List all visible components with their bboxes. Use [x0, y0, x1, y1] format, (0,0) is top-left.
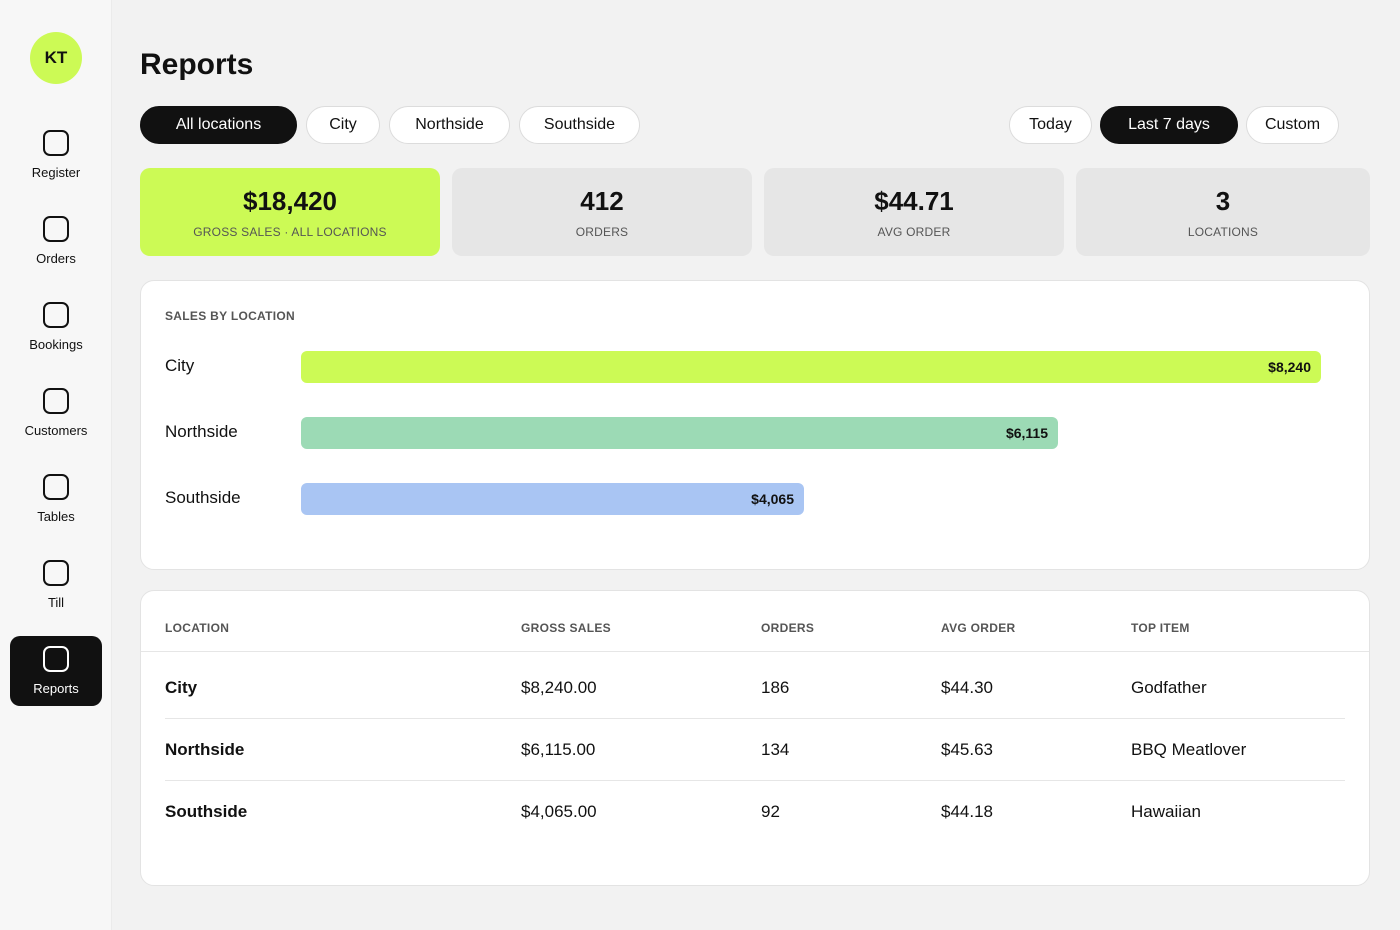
stat-label: ORDERS — [575, 224, 629, 239]
stat-card-locations: 3 LOCATIONS — [1076, 168, 1370, 256]
sidebar-item-bookings[interactable]: Bookings — [10, 292, 102, 362]
sidebar-item-label: Tables — [37, 509, 75, 524]
bar-value-label: $6,115 — [1005, 425, 1048, 441]
table-cell-avg-order: $45.63 — [941, 740, 993, 759]
table-cell-top-item: Hawaiian — [1131, 802, 1201, 821]
table-cell-orders: 92 — [761, 802, 780, 821]
panel-heading: SALES BY LOCATION — [165, 309, 295, 323]
filter-northside[interactable]: Northside — [389, 106, 510, 144]
sidebar-item-label: Till — [47, 595, 65, 610]
bookings-icon — [43, 302, 69, 328]
sidebar-item-orders[interactable]: Orders — [10, 206, 102, 276]
sidebar-item-customers[interactable]: Customers — [10, 378, 102, 448]
stat-value: 412 — [580, 185, 624, 216]
table-cell-gross-sales: $4,065.00 — [521, 802, 597, 821]
stat-label: AVG ORDER — [877, 224, 951, 239]
filter-southside[interactable]: Southside — [519, 106, 640, 144]
table-cell-orders: 134 — [761, 740, 790, 759]
table-cell-location: Northside — [165, 740, 245, 759]
sidebar-item-tables[interactable]: Tables — [10, 464, 102, 534]
sidebar-item-reports[interactable]: Reports — [10, 636, 102, 706]
bar-label-city: City — [165, 356, 195, 375]
bar-label-northside: Northside — [165, 422, 238, 441]
till-icon — [43, 560, 69, 586]
sidebar-item-register[interactable]: Register — [10, 120, 102, 190]
sidebar-item-label: Reports — [33, 681, 79, 696]
table-cell-gross-sales: $6,115.00 — [521, 740, 596, 759]
avatar[interactable]: KT — [30, 32, 82, 84]
header-divider — [141, 651, 1369, 652]
customers-icon — [43, 388, 69, 414]
stat-value: 3 — [1215, 185, 1231, 216]
row-divider — [165, 780, 1345, 781]
column-header-orders: ORDERS — [761, 621, 815, 635]
bar-label-southside: Southside — [165, 488, 241, 507]
table-cell-gross-sales: $8,240.00 — [521, 678, 597, 697]
table-cell-top-item: BBQ Meatlover — [1131, 740, 1247, 759]
reports-icon — [43, 646, 69, 672]
bar-southside — [301, 483, 804, 515]
sidebar: KT Register Orders Bookings Customers Ta… — [0, 0, 112, 930]
stat-card-orders: 412 ORDERS — [452, 168, 752, 256]
stat-label: GROSS SALES · ALL LOCATIONS — [193, 224, 387, 239]
stat-value: $44.71 — [874, 185, 954, 216]
bar-city — [301, 351, 1321, 383]
bar-northside — [301, 417, 1058, 449]
sidebar-item-label: Customers — [24, 423, 88, 438]
table-cell-top-item: Godfather — [1131, 678, 1207, 697]
sidebar-item-label: Bookings — [29, 337, 83, 352]
date-filter-custom[interactable]: Custom — [1246, 106, 1339, 144]
page-title: Reports — [140, 48, 254, 81]
sidebar-item-label: Register — [31, 165, 81, 180]
row-divider — [165, 718, 1345, 719]
bar-value-label: $4,065 — [751, 491, 794, 507]
date-filter-today[interactable]: Today — [1009, 106, 1092, 144]
bar-value-label: $8,240 — [1268, 359, 1311, 375]
sales-by-location-panel: SALES BY LOCATION City $8,240 Northside $6,… — [140, 280, 1370, 570]
column-header-gross-sales: GROSS SALES — [521, 621, 611, 635]
tables-icon — [43, 474, 69, 500]
table-cell-avg-order: $44.18 — [941, 802, 993, 821]
filter-city[interactable]: City — [306, 106, 380, 144]
sidebar-item-till[interactable]: Till — [10, 550, 102, 620]
stat-value: $18,420 — [243, 185, 337, 216]
table-cell-avg-order: $44.30 — [941, 678, 993, 697]
column-header-avg-order: AVG ORDER — [941, 621, 1016, 635]
locations-table: LOCATION GROSS SALES ORDERS AVG ORDER TO… — [140, 590, 1370, 886]
register-icon — [43, 130, 69, 156]
table-cell-orders: 186 — [761, 678, 790, 697]
column-header-location: LOCATION — [165, 621, 230, 635]
date-filter-last-7-days[interactable]: Last 7 days — [1100, 106, 1238, 144]
sidebar-item-label: Orders — [36, 251, 76, 266]
table-cell-location: Southside — [165, 802, 248, 821]
filter-all-locations[interactable]: All locations — [140, 106, 297, 144]
orders-icon — [43, 216, 69, 242]
table-cell-location: City — [165, 678, 198, 697]
stat-label: LOCATIONS — [1187, 224, 1259, 239]
stat-card-gross-sales: $18,420 GROSS SALES · ALL LOCATIONS — [140, 168, 440, 256]
stat-card-avg-order: $44.71 AVG ORDER — [764, 168, 1064, 256]
column-header-top-item: TOP ITEM — [1131, 621, 1190, 635]
